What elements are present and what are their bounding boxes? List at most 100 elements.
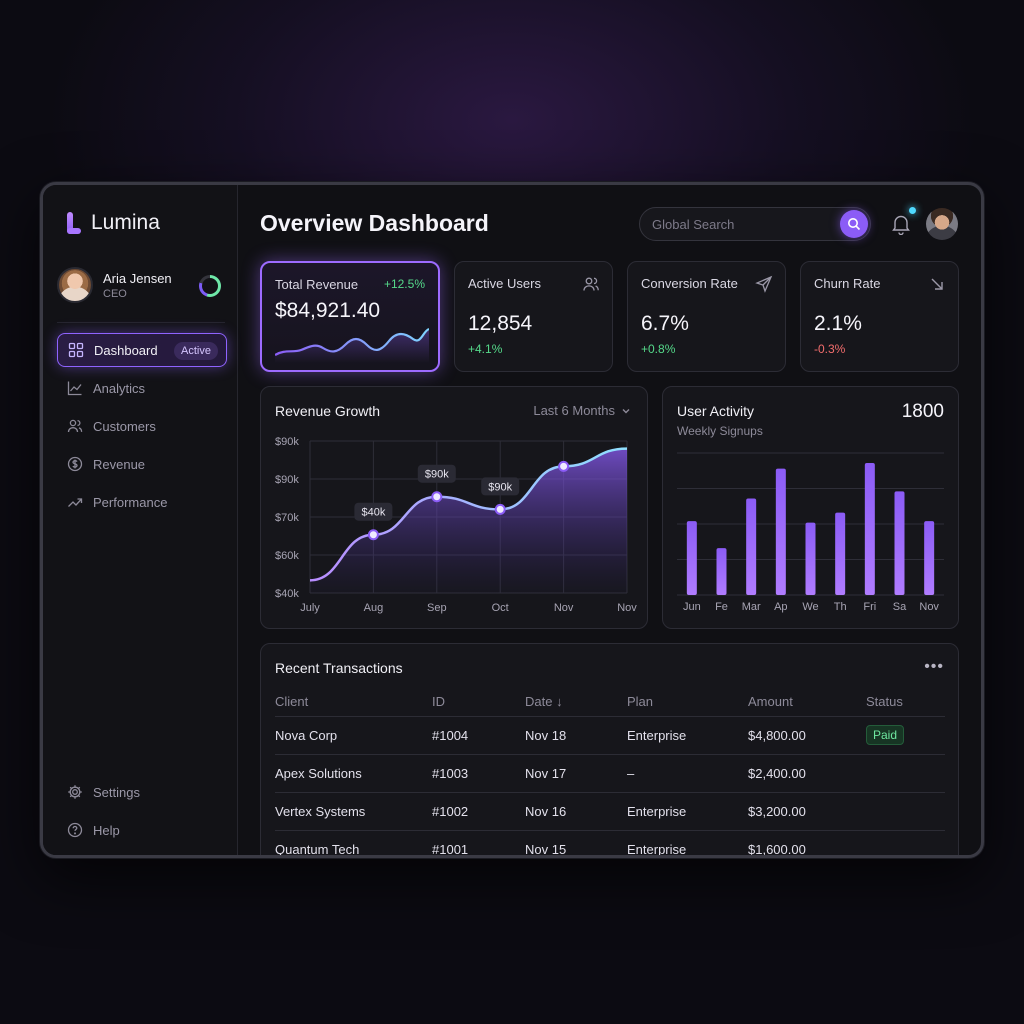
- x-tick-label: July: [300, 602, 320, 614]
- x-tick-label: Nov: [554, 602, 574, 614]
- range-dropdown[interactable]: Last 6 Months: [533, 403, 631, 418]
- point-label: $90k: [488, 481, 512, 493]
- x-tick-label: Nov: [617, 602, 637, 614]
- bar[interactable]: [835, 512, 846, 595]
- data-point[interactable]: [367, 529, 379, 541]
- column-header[interactable]: Status: [866, 688, 945, 717]
- user-profile[interactable]: Aria Jensen CEO: [57, 267, 225, 307]
- kpi-delta: +0.8%: [641, 342, 676, 356]
- profile-name: Aria Jensen: [103, 271, 172, 286]
- cell-date: Nov 18: [525, 716, 627, 755]
- kpi-churn-rate[interactable]: Churn Rate 2.1% -0.3%: [800, 261, 959, 372]
- cell-date: Nov 16: [525, 792, 627, 831]
- sidebar-item-label: Settings: [93, 784, 140, 800]
- cell-amount: $1,600.00: [748, 830, 866, 855]
- sidebar-item-customers[interactable]: Customers: [57, 409, 227, 443]
- x-tick-label: We: [802, 601, 818, 613]
- sidebar: Lumina Aria Jensen CEO Dashboard Active …: [43, 185, 238, 855]
- cell-date: Nov 17: [525, 754, 627, 793]
- bar[interactable]: [716, 548, 727, 595]
- brand[interactable]: Lumina: [65, 211, 160, 235]
- signups-total: 1800: [901, 401, 944, 422]
- revenue-growth-card: Revenue Growth Last 6 Months $90k $90k $70…: [260, 386, 648, 629]
- y-tick-label: $70k: [275, 512, 299, 524]
- cell-client: Apex Solutions: [275, 754, 432, 793]
- data-point[interactable]: [558, 460, 570, 472]
- status-ring-icon: [199, 275, 221, 297]
- sidebar-item-label: Analytics: [93, 380, 146, 396]
- column-header[interactable]: Plan: [627, 688, 748, 717]
- x-tick-label: Mar: [742, 601, 761, 613]
- sidebar-bottom-nav: Settings Help: [57, 775, 227, 851]
- column-header[interactable]: Amount: [748, 688, 866, 717]
- data-point[interactable]: [431, 491, 443, 503]
- card-title: User Activity: [677, 403, 755, 419]
- cell-client: Nova Corp: [275, 716, 432, 755]
- kpi-active-users[interactable]: Active Users 12,854 +4.1%: [454, 261, 613, 372]
- bar[interactable]: [924, 521, 935, 595]
- sidebar-item-help[interactable]: Help: [57, 813, 227, 847]
- bar[interactable]: [894, 491, 905, 595]
- sidebar-item-settings[interactable]: Settings: [57, 775, 227, 809]
- card-subtitle: Weekly Signups: [677, 424, 763, 438]
- sidebar-item-dashboard[interactable]: Dashboard Active: [57, 333, 227, 367]
- bell-icon: [892, 215, 910, 236]
- x-tick-label: Aug: [364, 602, 384, 614]
- active-badge: Active: [174, 342, 218, 360]
- card-title: Revenue Growth: [275, 403, 381, 419]
- kpi-delta: +4.1%: [468, 342, 503, 356]
- sidebar-item-performance[interactable]: Performance: [57, 485, 227, 519]
- grid-icon: [68, 342, 84, 358]
- kpi-value: 6.7%: [641, 312, 689, 335]
- table-row[interactable]: Nova Corp #1004 Nov 18 Enterprise $4,800…: [275, 716, 945, 755]
- kpi-delta: -0.3%: [814, 342, 846, 356]
- table-row[interactable]: Apex Solutions #1003 Nov 17 – $2,400.00: [275, 754, 945, 793]
- range-value: Last 6 Months: [533, 403, 615, 418]
- cell-date: Nov 15: [525, 830, 627, 855]
- bar[interactable]: [775, 468, 786, 595]
- column-header[interactable]: ID: [432, 688, 525, 717]
- table-row[interactable]: Vertex Systems #1002 Nov 16 Enterprise $…: [275, 792, 945, 831]
- search-icon: [848, 218, 861, 231]
- sidebar-item-revenue[interactable]: Revenue: [57, 447, 227, 481]
- cell-id: #1003: [432, 754, 525, 793]
- notifications-button[interactable]: [891, 207, 916, 236]
- cell-id: #1002: [432, 792, 525, 831]
- kpi-title: Churn Rate: [814, 276, 881, 291]
- sidebar-item-analytics[interactable]: Analytics: [57, 371, 227, 405]
- kpi-value: 12,854: [468, 312, 533, 335]
- search-button[interactable]: [840, 210, 868, 238]
- kpi-title: Conversion Rate: [641, 276, 738, 291]
- help-icon: [67, 822, 83, 838]
- user-avatar[interactable]: [926, 208, 958, 240]
- users-icon: [582, 275, 600, 293]
- area-fill: [310, 448, 627, 593]
- y-tick-label: $60k: [275, 550, 299, 562]
- brand-name: Lumina: [91, 211, 160, 234]
- search-input[interactable]: [652, 208, 832, 240]
- column-header[interactable]: Date ↓: [525, 688, 627, 717]
- x-tick-label: Sa: [893, 601, 907, 613]
- kpi-total-revenue[interactable]: Total Revenue +12.5% $84,921.40: [260, 261, 440, 372]
- app-window: Lumina Aria Jensen CEO Dashboard Active …: [40, 182, 984, 858]
- notification-dot: [909, 207, 916, 214]
- kpi-title: Total Revenue: [275, 277, 359, 292]
- bar[interactable]: [746, 498, 757, 595]
- bar[interactable]: [805, 522, 816, 595]
- logo-icon: [65, 212, 83, 234]
- chevron-down-icon: [622, 408, 630, 413]
- table-header-row: Client ID Date ↓ Plan Amount Status: [275, 688, 945, 717]
- kpi-conversion-rate[interactable]: Conversion Rate 6.7% +0.8%: [627, 261, 786, 372]
- more-options-button[interactable]: •••: [924, 658, 944, 675]
- table-row[interactable]: Quantum Tech #1001 Nov 15 Enterprise $1,…: [275, 830, 945, 855]
- global-search[interactable]: [639, 207, 871, 241]
- column-header[interactable]: Client: [275, 688, 432, 717]
- x-tick-label: Fe: [715, 601, 728, 613]
- bar[interactable]: [686, 521, 697, 595]
- bar[interactable]: [864, 462, 875, 595]
- user-activity-bar-chart: Jun Fe Mar Ap We Th Fri Sa Nov: [677, 452, 944, 613]
- line-chart-icon: [67, 380, 83, 396]
- status-badge: Paid: [866, 725, 905, 745]
- data-point[interactable]: [494, 503, 506, 515]
- revenue-sparkline: [275, 327, 429, 363]
